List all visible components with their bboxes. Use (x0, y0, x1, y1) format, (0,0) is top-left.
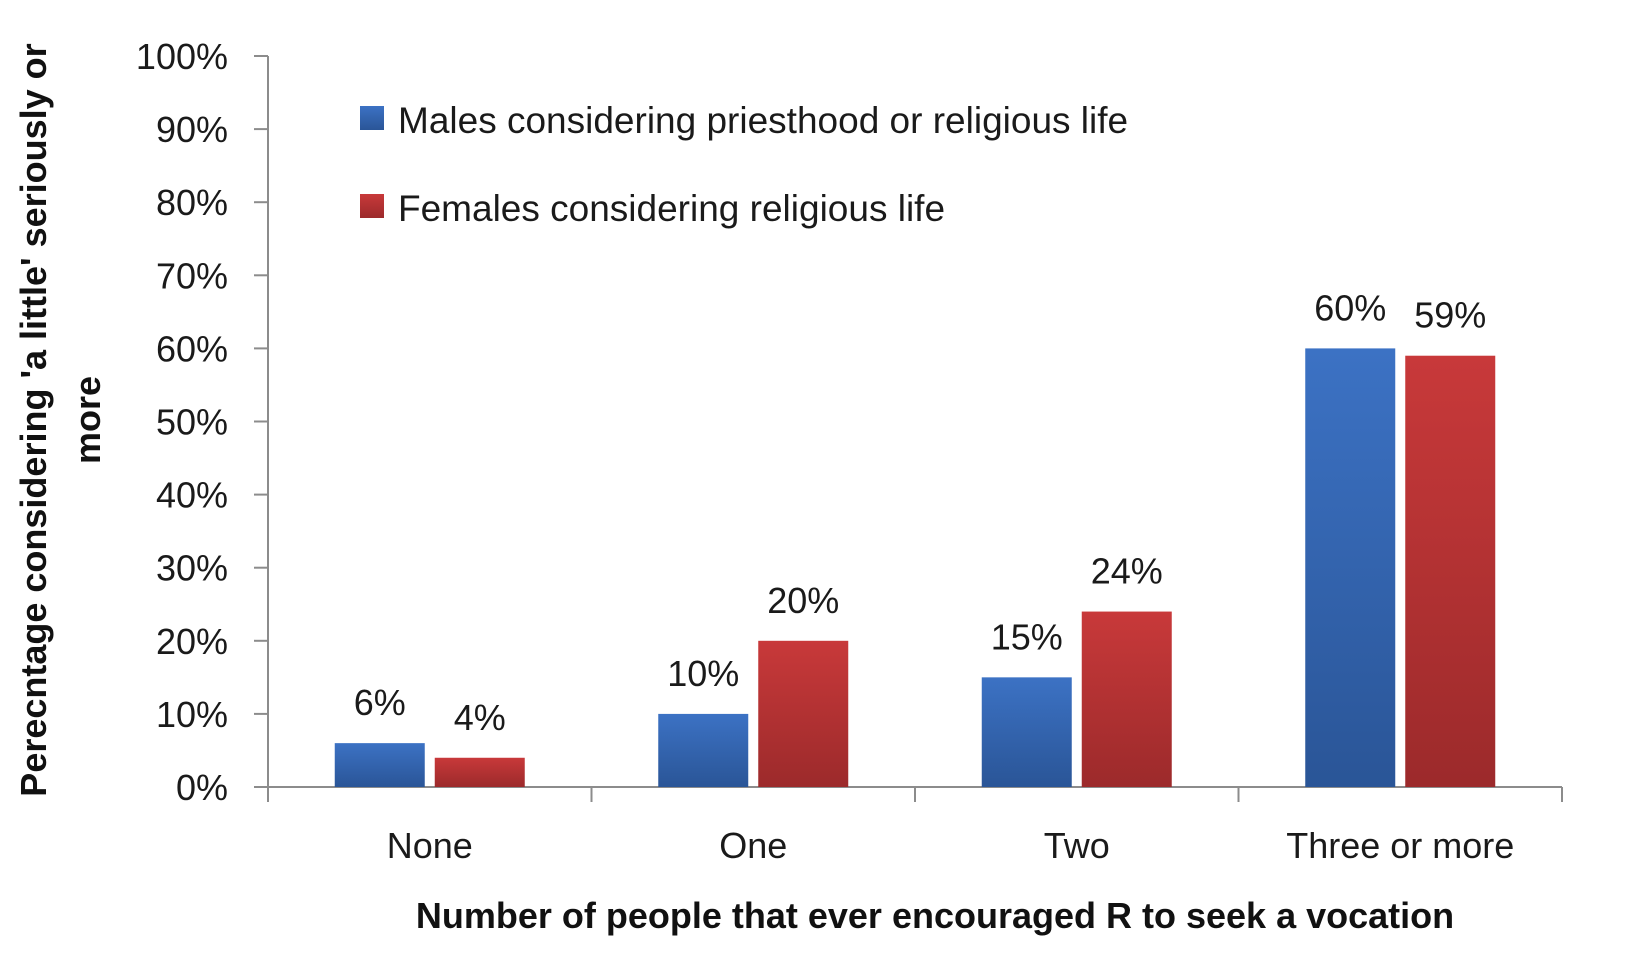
y-tick-label: 30% (156, 548, 228, 589)
y-axis-title: more (67, 376, 108, 464)
y-tick-label: 20% (156, 621, 228, 662)
bar-series-1-one (658, 713, 749, 787)
legend: Males considering priesthood or religiou… (360, 100, 1128, 229)
bar-series-2-one (758, 640, 849, 787)
labels-layer: 6% 4% None 10% 20% One 15% 24% Two 60% 59% Three or… (354, 287, 1515, 866)
x-category-label: One (719, 825, 787, 866)
y-tick-label: 90% (156, 109, 228, 150)
bar-series-1-none (334, 743, 425, 787)
x-axis-title: Number of people that ever encouraged R … (416, 895, 1454, 936)
x-category-label: Two (1044, 825, 1110, 866)
x-category-label: Three or more (1286, 825, 1514, 866)
y-tick-label: 60% (156, 328, 228, 369)
bar-series-2-two (1081, 611, 1172, 787)
y-tick-label: 70% (156, 255, 228, 296)
data-label: 4% (454, 697, 506, 738)
data-label: 6% (354, 682, 406, 723)
y-tick-label: 10% (156, 694, 228, 735)
data-label: 20% (767, 580, 839, 621)
bar-series-1-three-or-more (1305, 348, 1396, 787)
bars-layer (334, 348, 1496, 787)
bar-series-2-none (434, 757, 525, 787)
y-tick-label: 50% (156, 402, 228, 443)
data-label: 59% (1414, 295, 1486, 336)
legend-label: Males considering priesthood or religiou… (398, 100, 1128, 141)
data-label: 60% (1314, 287, 1386, 328)
bar-series-1-two (981, 677, 1072, 787)
y-tick-label: 80% (156, 182, 228, 223)
legend-label: Females considering religious life (398, 188, 945, 229)
y-tick-label: 0% (176, 767, 228, 808)
x-category-label: None (387, 825, 473, 866)
legend-swatch (360, 194, 384, 218)
y-axis-title: Perecntage considering 'a little' seriou… (13, 43, 54, 796)
y-tick-label: 40% (156, 475, 228, 516)
axes-layer: 0% 10% 20% 30% 40% 50% 60% 70% 80% 90% 100% (136, 36, 1563, 808)
data-label: 10% (667, 653, 739, 694)
axis-titles-layer: Number of people that ever encouraged R … (13, 43, 1454, 936)
bar-series-2-three-or-more (1405, 355, 1496, 787)
data-label: 15% (991, 616, 1063, 657)
legend-swatch (360, 106, 384, 130)
data-label: 24% (1091, 551, 1163, 592)
y-tick-label: 100% (136, 36, 228, 77)
